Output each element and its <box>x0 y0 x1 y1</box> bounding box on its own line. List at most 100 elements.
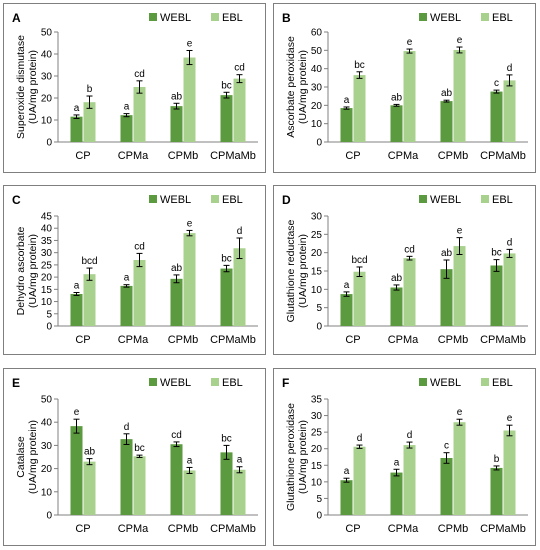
bar-webl-cp <box>70 293 83 326</box>
bar-ebl-cpma <box>403 51 416 142</box>
bar-webl-cpmb <box>170 444 183 515</box>
bar-webl-cp <box>70 426 83 515</box>
significance-letter: e <box>457 35 463 46</box>
x-tick-label: CPMa <box>388 334 419 346</box>
y-tick-label: 10 <box>311 285 323 296</box>
y-tick-label: 0 <box>316 138 322 149</box>
significance-letter: cd <box>134 241 145 252</box>
significance-letter: c <box>444 441 449 452</box>
significance-letter: bcd <box>351 255 367 266</box>
y-axis-label-line: Glutathione reductase <box>285 219 297 322</box>
legend-label: WEBL <box>430 12 461 24</box>
bar-ebl-cpmamb <box>503 430 516 515</box>
y-tick-label: 40 <box>41 418 53 429</box>
significance-letter: bc <box>221 80 232 91</box>
y-tick-label: 20 <box>41 273 53 284</box>
bar-webl-cp <box>340 108 353 142</box>
bar-webl-cpma <box>390 472 403 515</box>
y-tick-label: 0 <box>46 511 52 522</box>
chart-panel-f: F 0 5 10 15 20 25 30 35 Glutathione peroxidase(UA… <box>273 368 536 546</box>
legend-swatch <box>149 378 157 386</box>
y-tick-label: 45 <box>41 212 53 223</box>
significance-letter: bc <box>221 433 232 444</box>
significance-letter: a <box>124 102 130 113</box>
y-tick-label: 50 <box>41 28 53 39</box>
legend-swatch <box>419 195 427 203</box>
chart-svg: E 0 10 20 30 40 50 Catalase(UA/mg protein) e ab CP… <box>12 376 258 535</box>
significance-letter: cd <box>404 244 415 255</box>
bar-webl-cpmamb <box>490 467 503 515</box>
x-tick-label: CP <box>345 523 360 535</box>
legend-label: WEBL <box>430 377 461 389</box>
significance-letter: a <box>237 455 243 466</box>
significance-letter: ab <box>441 88 453 99</box>
y-tick-label: 15 <box>311 461 323 472</box>
y-tick-label: 25 <box>41 260 53 271</box>
legend-swatch <box>211 13 219 21</box>
bar-ebl-cp <box>353 75 366 142</box>
significance-letter: a <box>344 280 350 291</box>
y-tick-label: 25 <box>311 428 323 439</box>
x-tick-label: CP <box>75 523 90 535</box>
significance-letter: b <box>494 454 500 465</box>
bar-webl-cpmamb <box>220 452 233 515</box>
significance-letter: cd <box>134 69 145 80</box>
x-tick-label: CPMa <box>118 523 149 535</box>
significance-letter: cd <box>171 430 182 441</box>
y-tick-label: 0 <box>46 138 52 149</box>
significance-letter: ab <box>171 91 183 102</box>
legend-label: EBL <box>492 12 513 24</box>
x-tick-label: CP <box>345 334 360 346</box>
panel-letter: E <box>12 376 20 390</box>
y-tick-label: 10 <box>41 116 53 127</box>
bar-webl-cpma <box>390 105 403 142</box>
y-tick-label: 30 <box>41 248 53 259</box>
significance-letter: e <box>457 407 463 418</box>
y-tick-label: 30 <box>311 411 323 422</box>
legend-swatch <box>211 195 219 203</box>
y-tick-label: 30 <box>41 441 53 452</box>
legend-label: WEBL <box>160 12 191 24</box>
y-axis-label-line: (UA/mg protein) <box>27 420 39 494</box>
significance-letter: bc <box>221 253 232 264</box>
y-axis-label-line: (UA/mg protein) <box>27 50 39 124</box>
bar-ebl-cpma <box>133 87 146 142</box>
panel-letter: A <box>12 11 21 25</box>
y-tick-label: 20 <box>41 464 53 475</box>
bar-ebl-cpmb <box>183 57 196 142</box>
y-tick-label: 60 <box>311 28 323 39</box>
y-axis-label-line: (UA/mg protein) <box>27 234 39 308</box>
legend-swatch <box>481 378 489 386</box>
y-tick-label: 35 <box>311 395 323 406</box>
x-tick-label: CPMb <box>168 334 199 346</box>
y-axis-label: Superoxide dismutase(UA/mg protein) <box>15 35 39 139</box>
bar-webl-cpmb <box>170 106 183 142</box>
bar-webl-cpma <box>120 115 133 142</box>
x-tick-label: CPMb <box>438 523 469 535</box>
x-tick-label: CPMaMb <box>480 150 526 162</box>
y-axis-label-line: (UA/mg protein) <box>297 420 309 494</box>
y-axis-label: Ascorbate peroxidase(UA/mg protein) <box>285 36 309 138</box>
x-tick-label: CPMb <box>438 334 469 346</box>
y-axis-label-line: Catalase <box>15 436 27 478</box>
chart-panel-d: D 0 5 10 15 20 25 30 Glutathione reductase(UA/mg… <box>273 185 536 355</box>
bar-ebl-cp <box>83 274 96 326</box>
significance-letter: a <box>74 103 80 114</box>
y-axis-label-line: (UA/mg protein) <box>297 234 309 308</box>
bar-ebl-cp <box>83 461 96 515</box>
significance-letter: bcd <box>81 256 97 267</box>
bar-webl-cpmb <box>440 269 453 326</box>
y-tick-label: 40 <box>41 224 53 235</box>
x-tick-label: CPMa <box>388 523 419 535</box>
y-tick-label: 15 <box>41 285 53 296</box>
significance-letter: e <box>187 218 193 229</box>
significance-letter: bc <box>491 248 502 259</box>
significance-letter: a <box>124 273 130 284</box>
y-tick-label: 20 <box>311 248 323 259</box>
bar-ebl-cpma <box>403 258 416 326</box>
